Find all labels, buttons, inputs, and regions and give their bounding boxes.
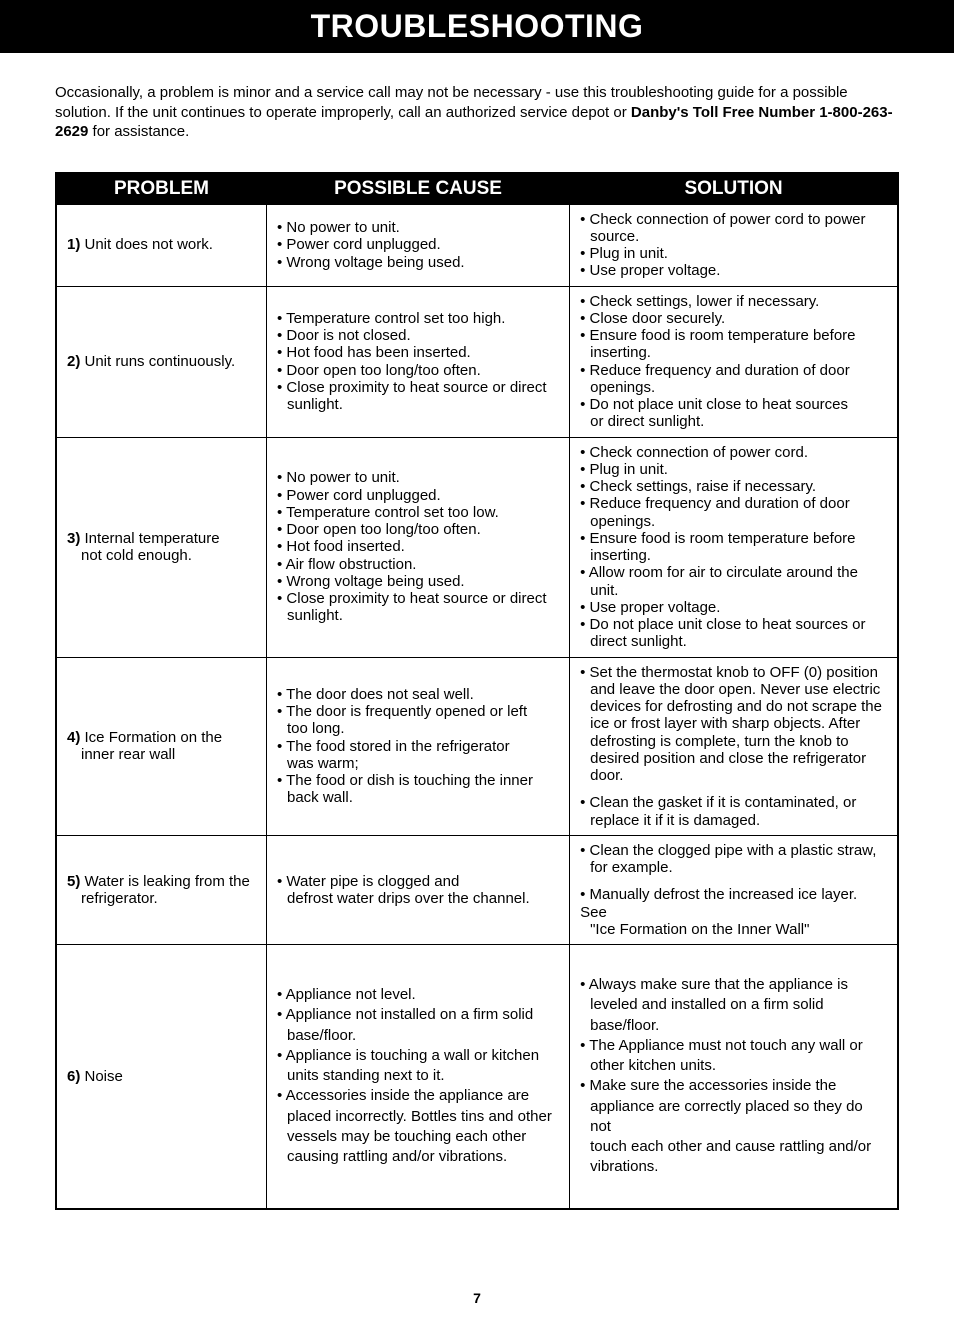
header-problem: PROBLEM — [56, 173, 267, 205]
table-row: 6) Noise• Appliance not level.• Applianc… — [56, 945, 898, 1209]
table-row: 1) Unit does not work.• No power to unit… — [56, 204, 898, 286]
table-row: 5) Water is leaking from therefrigerator… — [56, 835, 898, 944]
table-row: 3) Internal temperaturenot cold enough.•… — [56, 437, 898, 657]
problem-cell: 4) Ice Formation on theinner rear wall — [56, 657, 267, 835]
solution-cell: • Check settings, lower if necessary.• C… — [570, 286, 898, 437]
problem-cell: 3) Internal temperaturenot cold enough. — [56, 437, 267, 657]
header-solution: SOLUTION — [570, 173, 898, 205]
table-row: 4) Ice Formation on theinner rear wall• … — [56, 657, 898, 835]
cause-cell: • No power to unit.• Power cord unplugge… — [267, 204, 570, 286]
troubleshooting-table: PROBLEM POSSIBLE CAUSE SOLUTION 1) Unit … — [55, 172, 899, 1210]
problem-cell: 2) Unit runs continuously. — [56, 286, 267, 437]
page-title: TROUBLESHOOTING — [0, 0, 954, 53]
page-number: 7 — [0, 1290, 954, 1326]
table-container: PROBLEM POSSIBLE CAUSE SOLUTION 1) Unit … — [0, 172, 954, 1210]
problem-cell: 5) Water is leaking from therefrigerator… — [56, 835, 267, 944]
intro-text-2: for assistance. — [88, 123, 189, 140]
solution-cell: • Check connection of power cord to powe… — [570, 204, 898, 286]
intro-paragraph: Occasionally, a problem is minor and a s… — [0, 53, 954, 172]
cause-cell: • No power to unit.• Power cord unplugge… — [267, 437, 570, 657]
solution-cell: • Set the thermostat knob to OFF (0) pos… — [570, 657, 898, 835]
cause-cell: • Temperature control set too high.• Doo… — [267, 286, 570, 437]
solution-cell: • Check connection of power cord.• Plug … — [570, 437, 898, 657]
solution-cell: • Always make sure that the appliance is… — [570, 945, 898, 1209]
table-header-row: PROBLEM POSSIBLE CAUSE SOLUTION — [56, 173, 898, 205]
cause-cell: • Appliance not level.• Appliance not in… — [267, 945, 570, 1209]
cause-cell: • The door does not seal well.• The door… — [267, 657, 570, 835]
header-cause: POSSIBLE CAUSE — [267, 173, 570, 205]
problem-cell: 6) Noise — [56, 945, 267, 1209]
table-row: 2) Unit runs continuously.• Temperature … — [56, 286, 898, 437]
cause-cell: • Water pipe is clogged anddefrost water… — [267, 835, 570, 944]
solution-cell: • Clean the clogged pipe with a plastic … — [570, 835, 898, 944]
problem-cell: 1) Unit does not work. — [56, 204, 267, 286]
